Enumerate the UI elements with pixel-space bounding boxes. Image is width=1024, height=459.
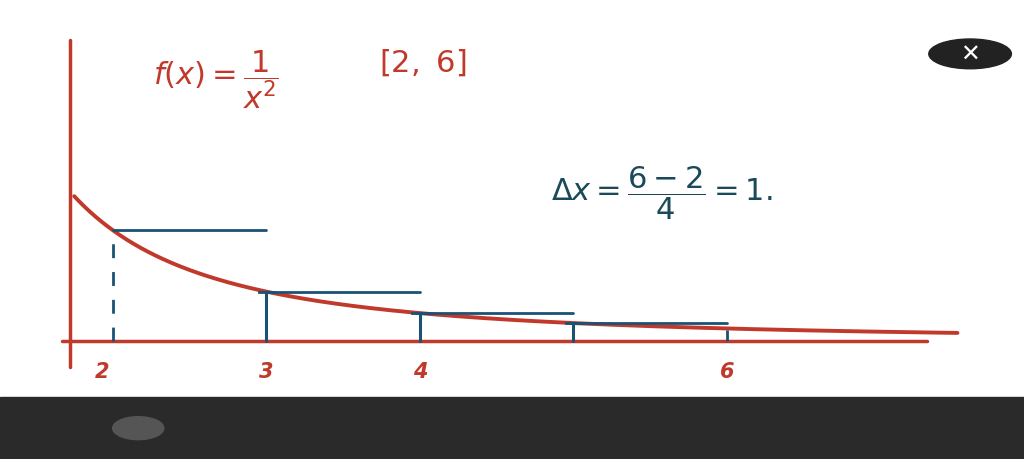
Text: $[2,\ 6]$: $[2,\ 6]$ <box>379 48 467 78</box>
Text: ↪: ↪ <box>515 419 529 437</box>
Text: ♡: ♡ <box>975 419 991 437</box>
Text: ↩: ↩ <box>438 419 453 437</box>
Text: ▦: ▦ <box>53 419 70 437</box>
Text: ✏: ✏ <box>208 419 222 437</box>
Text: aT: aT <box>895 419 918 437</box>
Text: 3: 3 <box>259 361 273 381</box>
Text: T: T <box>748 419 758 437</box>
Text: ↤: ↤ <box>669 419 683 437</box>
Text: ✦: ✦ <box>592 419 606 437</box>
Text: $f(x)=\dfrac{1}{x^2}$: $f(x)=\dfrac{1}{x^2}$ <box>154 48 280 111</box>
Text: $\Delta x=\dfrac{6-2}{4}=1.$: $\Delta x=\dfrac{6-2}{4}=1.$ <box>551 164 773 222</box>
Circle shape <box>929 40 1012 70</box>
Text: A: A <box>823 419 836 437</box>
Text: ✕: ✕ <box>961 43 980 67</box>
Text: 4: 4 <box>413 361 427 381</box>
Text: ✏: ✏ <box>131 419 145 437</box>
Text: ⌾: ⌾ <box>364 419 374 437</box>
Text: 2: 2 <box>94 361 110 381</box>
Text: ▭: ▭ <box>284 419 300 437</box>
Text: 6: 6 <box>720 361 734 381</box>
